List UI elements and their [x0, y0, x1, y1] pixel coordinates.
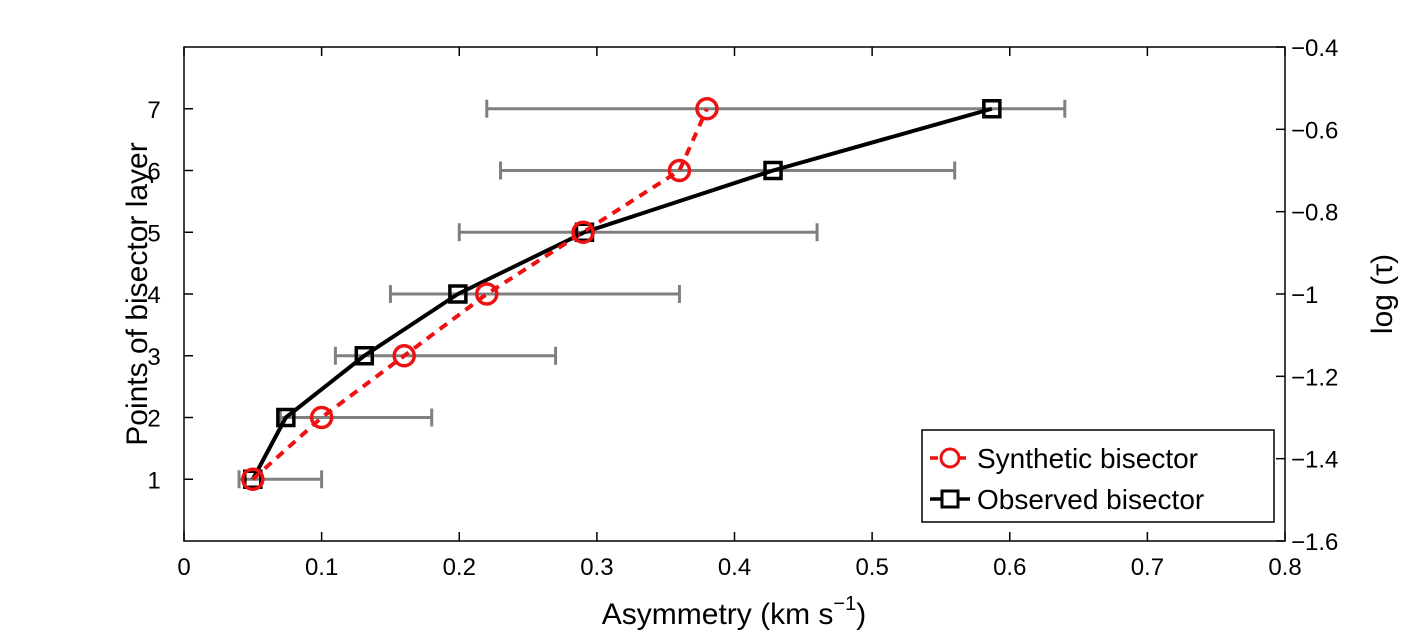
y-axis-right-title: log (τ) [1366, 254, 1399, 334]
observed-bisector-point [763, 160, 783, 181]
x-axis-title-superscript: −1 [833, 593, 856, 615]
observed-bisector-point [354, 346, 375, 366]
observed-bisector-point [276, 407, 296, 428]
observed-bisector-line [251, 106, 993, 481]
synthetic-bisector-point [309, 405, 334, 430]
x-tick-label: 0.8 [1268, 554, 1301, 581]
y-right-tick-label: −1.6 [1291, 529, 1338, 556]
y-tick-label: 3 [147, 344, 160, 371]
x-tick-label: 0 [177, 554, 190, 581]
y-right-tick-label: −1.4 [1291, 447, 1338, 474]
legend-synthetic-marker [939, 447, 961, 469]
y-axis-title: Points of bisector layer [121, 142, 154, 445]
x-tick-label: 0.7 [1131, 554, 1164, 581]
y-tick-label: 2 [147, 406, 160, 433]
synthetic-bisector-point [392, 344, 416, 368]
legend-box [921, 429, 1275, 523]
y-right-tick-label: −0.6 [1291, 117, 1338, 144]
synthetic-bisector-point [695, 97, 719, 121]
x-tick-label: 0.5 [855, 554, 888, 581]
x-tick-label: 0.1 [305, 554, 338, 581]
synthetic-bisector-point [241, 467, 265, 491]
legend-observed-marker [940, 489, 960, 509]
legend-synthetic-label: Synthetic bisector [977, 443, 1198, 474]
x-tick-label: 0.3 [580, 554, 613, 581]
observed-bisector-point [243, 469, 263, 489]
observed-bisector-point [448, 284, 468, 304]
x-axis-title: Asymmetry (km s−1) [602, 593, 866, 631]
x-axis-title-main: Asymmetry (km s [602, 598, 834, 631]
y-right-tick-label: −0.4 [1291, 35, 1338, 62]
synthetic-bisector-point [667, 158, 692, 183]
y-tick-label: 5 [147, 220, 160, 247]
y-tick-label: 7 [147, 97, 160, 124]
x-tick-label: 0.4 [718, 554, 751, 581]
y-right-tick-label: −1 [1291, 282, 1318, 309]
synthetic-bisector-point [571, 220, 595, 244]
legend: Synthetic bisector Observed bisector [921, 429, 1275, 523]
observed-bisector-point [982, 99, 1002, 119]
y-tick-label: 4 [147, 282, 160, 309]
y-right-tick-label: −0.8 [1291, 200, 1338, 227]
y-tick-label: 1 [147, 467, 160, 494]
x-tick-label: 0.6 [993, 554, 1026, 581]
legend-observed-label: Observed bisector [977, 484, 1204, 515]
x-tick-label: 0.2 [443, 554, 476, 581]
y-right-tick-label: −1.2 [1291, 364, 1338, 391]
synthetic-bisector-point [475, 282, 499, 306]
y-tick-label: 6 [147, 159, 160, 186]
x-axis-title-close: ) [856, 598, 866, 631]
